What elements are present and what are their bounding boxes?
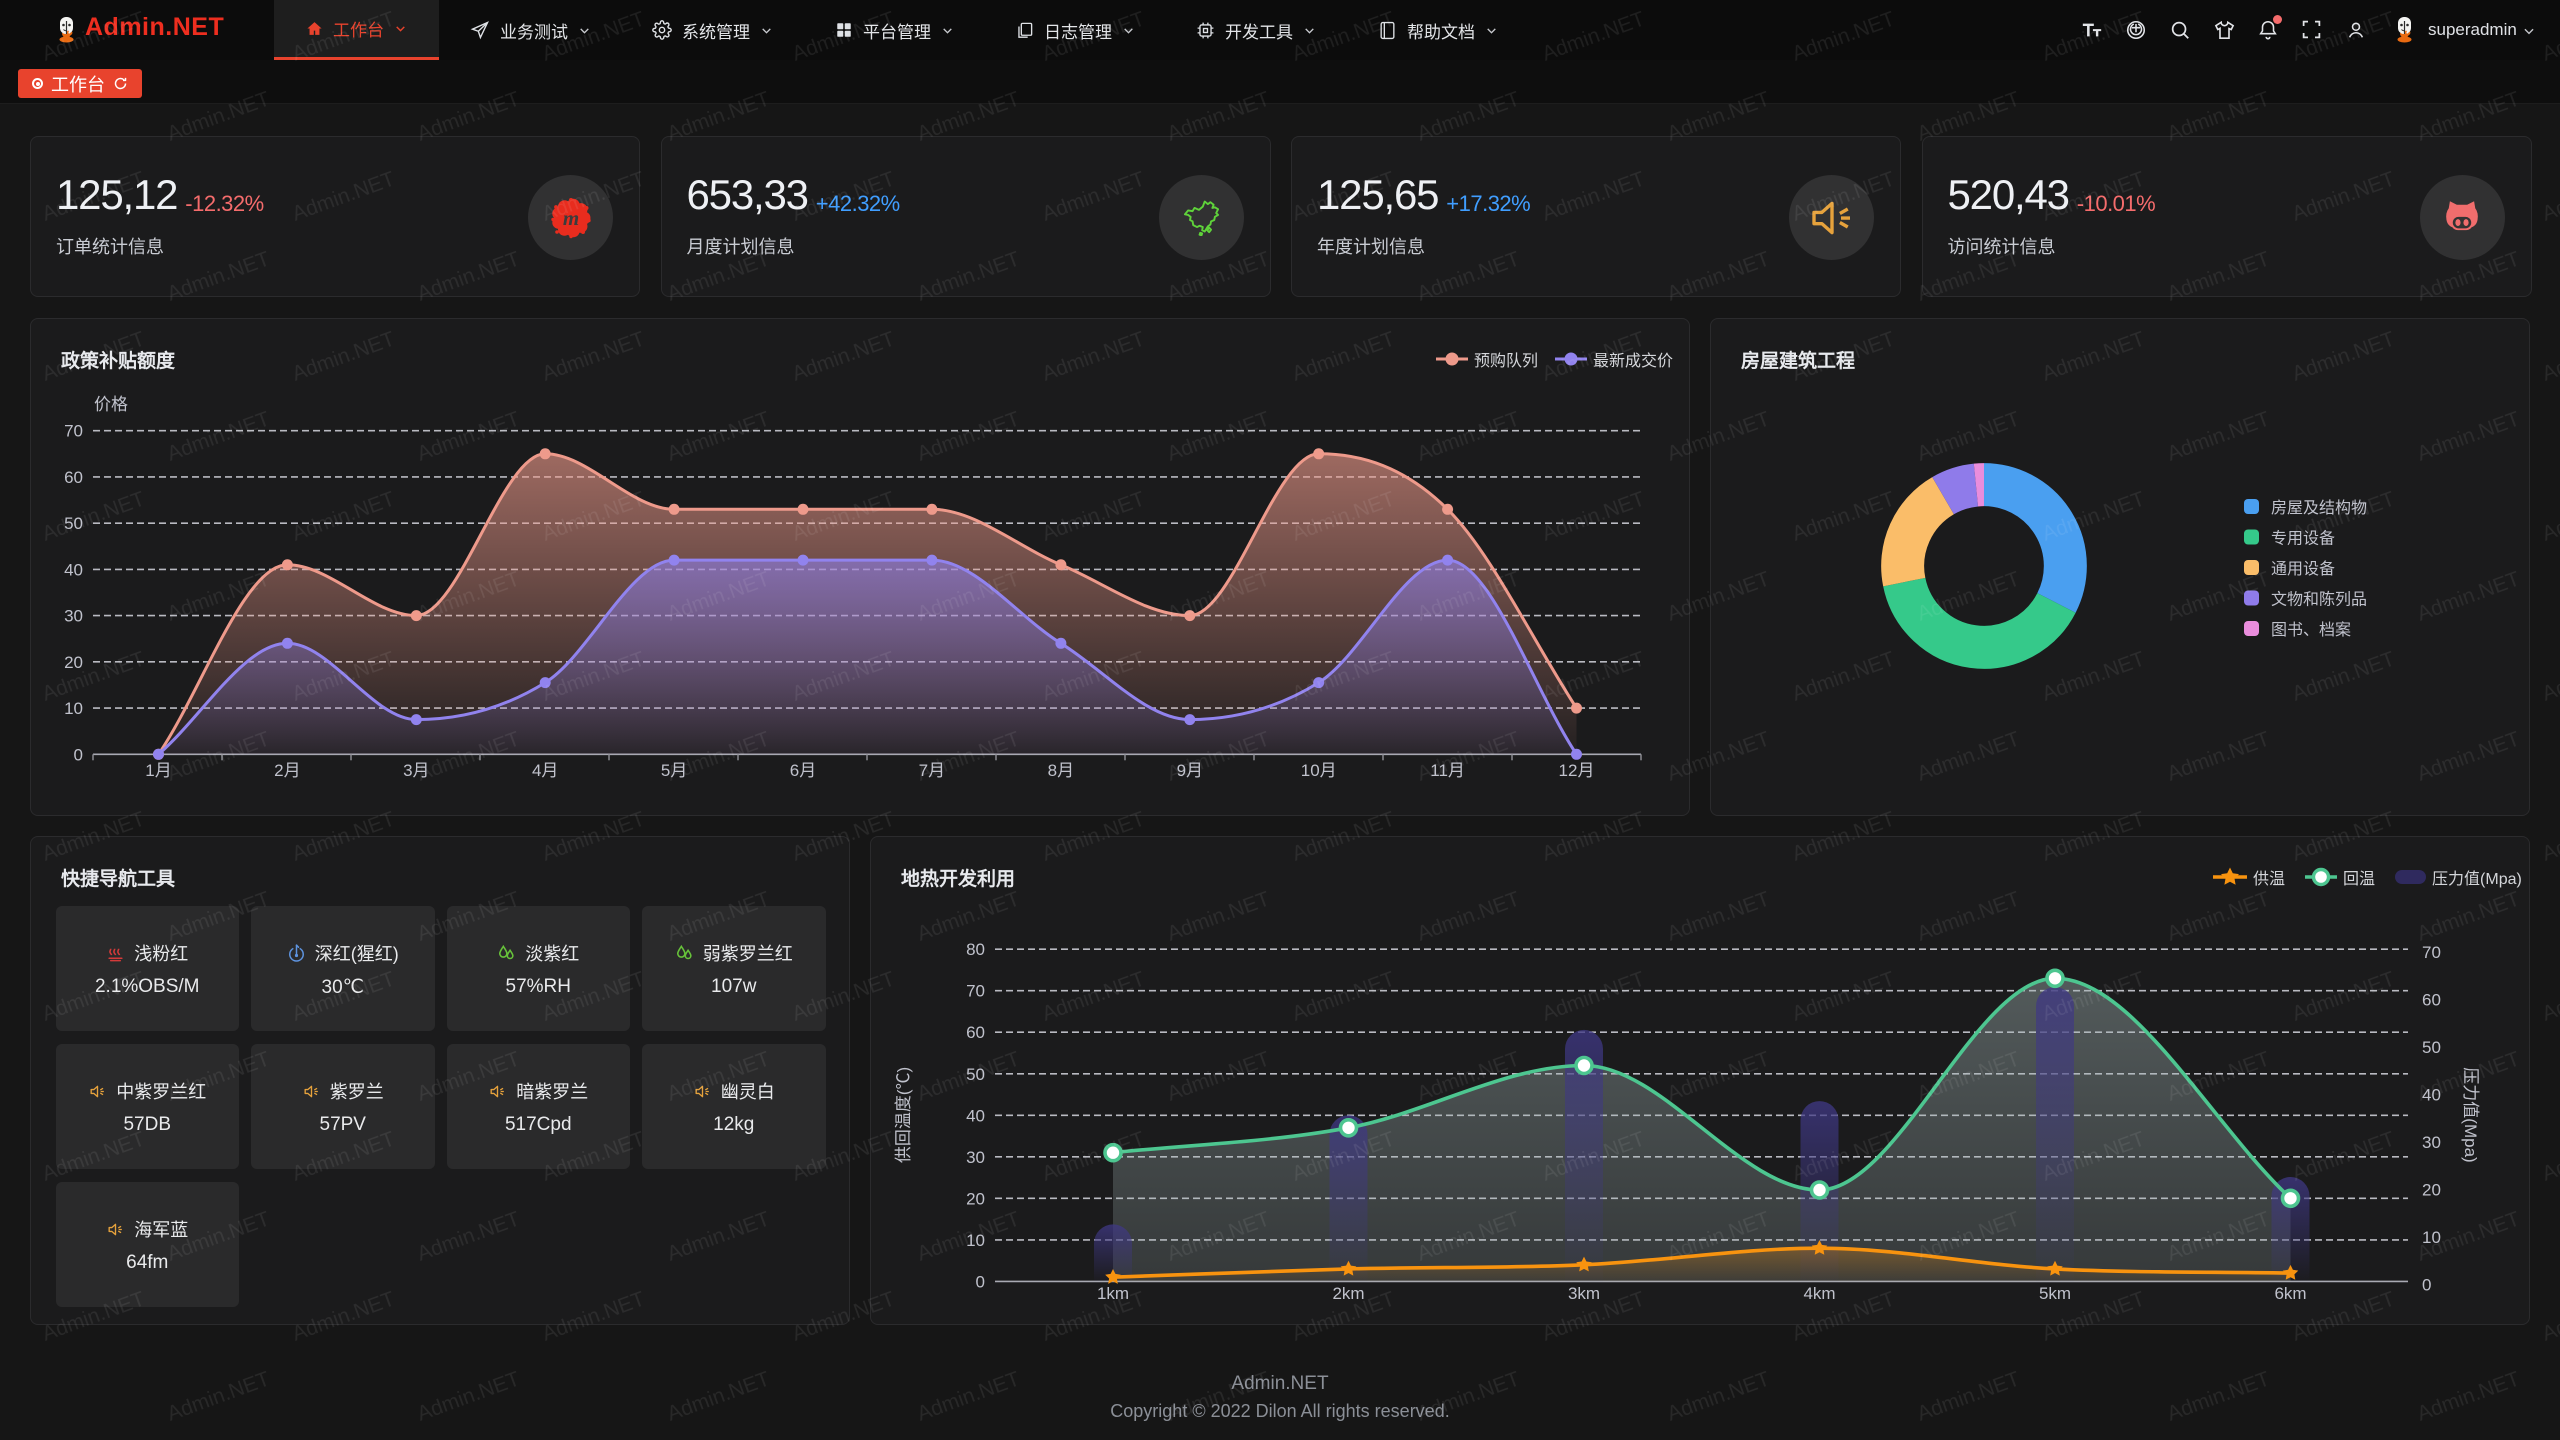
svg-text:5km: 5km — [2039, 1284, 2071, 1303]
svg-text:3月: 3月 — [403, 761, 429, 780]
svg-text:Admin.NET: Admin.NET — [2539, 327, 2560, 385]
svg-text:30: 30 — [64, 607, 83, 626]
svg-text:40: 40 — [966, 1106, 985, 1125]
svg-text:40: 40 — [2422, 1086, 2441, 1105]
svg-text:Admin.NET: Admin.NET — [2539, 1127, 2560, 1185]
svg-text:5月: 5月 — [661, 761, 687, 780]
svg-text:20: 20 — [64, 653, 83, 672]
svg-text:2km: 2km — [1332, 1284, 1364, 1303]
svg-text:3km: 3km — [1568, 1284, 1600, 1303]
svg-text:Admin.NET: Admin.NET — [2539, 807, 2560, 865]
svg-text:10: 10 — [64, 699, 83, 718]
svg-text:20: 20 — [2422, 1181, 2441, 1200]
svg-text:价格: 价格 — [94, 395, 128, 414]
svg-text:压力值(Mpa): 压力值(Mpa) — [2461, 1067, 2480, 1162]
svg-text:8月: 8月 — [1048, 761, 1074, 780]
svg-text:60: 60 — [966, 1023, 985, 1042]
svg-text:30: 30 — [2422, 1133, 2441, 1152]
svg-text:10: 10 — [966, 1231, 985, 1250]
svg-text:40: 40 — [64, 560, 83, 579]
svg-text:Admin.NET: Admin.NET — [2539, 487, 2560, 545]
svg-text:6km: 6km — [2274, 1284, 2306, 1303]
svg-text:0: 0 — [976, 1272, 985, 1291]
svg-text:12月: 12月 — [1559, 761, 1595, 780]
svg-text:10月: 10月 — [1301, 761, 1337, 780]
svg-text:供回温度(℃): 供回温度(℃) — [894, 1067, 913, 1163]
svg-text:Admin.NET: Admin.NET — [2539, 1287, 2560, 1345]
svg-text:60: 60 — [64, 468, 83, 487]
svg-text:专用设备: 专用设备 — [2271, 530, 2335, 548]
svg-text:20: 20 — [966, 1189, 985, 1208]
svg-text:9月: 9月 — [1177, 761, 1203, 780]
svg-text:1月: 1月 — [145, 761, 171, 780]
svg-text:房屋及结构物: 房屋及结构物 — [2271, 499, 2367, 517]
svg-text:70: 70 — [64, 422, 83, 441]
svg-text:1km: 1km — [1097, 1284, 1129, 1303]
svg-text:10: 10 — [2422, 1228, 2441, 1247]
svg-text:图书、档案: 图书、档案 — [2271, 621, 2351, 639]
svg-text:0: 0 — [74, 745, 83, 764]
svg-text:2月: 2月 — [274, 761, 300, 780]
svg-text:6月: 6月 — [790, 761, 816, 780]
svg-text:文物和陈列品: 文物和陈列品 — [2271, 591, 2367, 609]
svg-text:Admin.NET: Admin.NET — [2539, 647, 2560, 705]
svg-text:7月: 7月 — [919, 761, 945, 780]
svg-text:50: 50 — [64, 514, 83, 533]
svg-text:Admin.NET: Admin.NET — [2539, 967, 2560, 1025]
svg-text:通用设备: 通用设备 — [2271, 560, 2335, 578]
svg-text:70: 70 — [2422, 943, 2441, 962]
svg-text:Admin.NET: Admin.NET — [2539, 167, 2560, 225]
svg-text:50: 50 — [2422, 1038, 2441, 1057]
svg-text:4km: 4km — [1803, 1284, 1835, 1303]
svg-text:50: 50 — [966, 1065, 985, 1084]
svg-text:m: m — [562, 206, 578, 230]
svg-text:60: 60 — [2422, 991, 2441, 1010]
svg-text:0: 0 — [2422, 1275, 2431, 1294]
svg-text:4月: 4月 — [532, 761, 558, 780]
svg-text:70: 70 — [966, 982, 985, 1001]
svg-text:30: 30 — [966, 1148, 985, 1167]
svg-text:11月: 11月 — [1430, 761, 1465, 780]
svg-text:80: 80 — [966, 940, 985, 959]
